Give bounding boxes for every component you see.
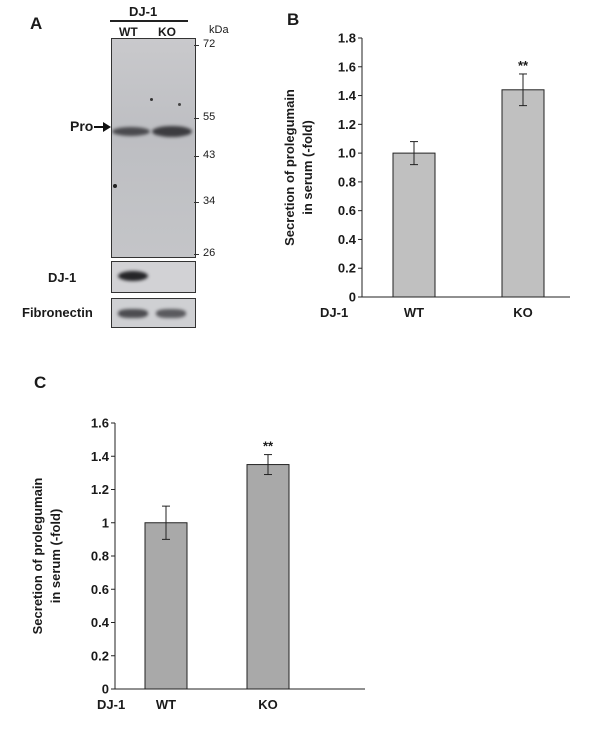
bar-ko: [501, 89, 545, 298]
y-tick-label: 1: [102, 515, 109, 530]
panel-b-letter: B: [287, 10, 300, 29]
x-category-label: WT: [156, 697, 176, 712]
y-tick-label: 1.6: [338, 59, 356, 74]
y-tick-label: 0: [349, 290, 356, 305]
panel-a-letter: A: [30, 14, 43, 33]
y-tick-label: 1.4: [338, 88, 357, 103]
lane-label-wt: WT: [119, 25, 138, 39]
chart-c-svg: Secretion of prolegumain in serum (-fold)…: [30, 416, 365, 712]
chart-b-svg: Secretion of prolegumain in serum (-fold)…: [282, 31, 570, 320]
y-tick-label: 1.0: [338, 146, 356, 161]
y-tick-label: 0.4: [338, 232, 357, 247]
blot-speck: [113, 184, 117, 188]
marker-label-72: 72: [203, 38, 216, 50]
marker-tick: [194, 156, 199, 157]
pro-band-label: Pro: [70, 118, 94, 134]
band-fibronectin-ko: [156, 309, 186, 318]
y-tick-label: 0.2: [91, 648, 109, 663]
marker-tick: [194, 254, 199, 255]
y-tick-label: 1.8: [338, 31, 356, 46]
x-category-label: WT: [404, 305, 424, 320]
y-tick-label: 1.6: [91, 416, 109, 431]
band-fibronectin-wt: [118, 309, 148, 318]
y-tick-label: 1.2: [338, 117, 356, 132]
strip-label-dj1: DJ-1: [48, 270, 77, 285]
blot-group-line: [110, 20, 188, 22]
band-ko-prolegumain: [152, 126, 192, 137]
y-tick-label: 0.8: [338, 174, 356, 189]
bar-wt: [144, 522, 188, 690]
y-tick-label: 0.8: [91, 549, 109, 564]
marker-label-26: 26: [203, 247, 216, 259]
y-tick-label: 0.6: [91, 582, 109, 597]
y-tick-label: 0: [102, 682, 109, 697]
y-tick-label: 1.4: [91, 449, 110, 464]
y-axis-label: Secretion of prolegumain: [30, 478, 45, 635]
blot-main-image: [111, 38, 196, 258]
bar-ko: [246, 464, 290, 690]
x-category-label: KO: [513, 305, 533, 320]
y-axis-label: in serum (-fold): [300, 120, 315, 215]
y-axis-label: Secretion of prolegumain: [282, 89, 297, 246]
strip-label-fibronectin: Fibronectin: [22, 305, 93, 320]
y-tick-label: 0.4: [91, 615, 110, 630]
blot-dj1-strip: [111, 261, 196, 293]
blot-speck: [178, 103, 181, 106]
marker-tick: [194, 118, 199, 119]
significance-label: **: [263, 439, 274, 454]
marker-tick: [194, 202, 199, 203]
marker-label-55: 55: [203, 111, 216, 123]
blot-speck: [150, 98, 153, 101]
kda-unit-label: kDa: [209, 24, 229, 36]
band-dj1-wt: [118, 271, 148, 281]
blot-fibronectin-strip: [111, 298, 196, 328]
significance-label: **: [518, 58, 529, 73]
y-axis-label: in serum (-fold): [48, 509, 63, 604]
lane-label-ko: KO: [158, 25, 176, 39]
y-tick-label: 0.2: [338, 261, 356, 276]
panel-c-letter: C: [34, 373, 47, 392]
y-tick-label: 1.2: [91, 482, 109, 497]
marker-label-34: 34: [203, 195, 216, 207]
y-tick-label: 0.6: [338, 203, 356, 218]
band-wt-prolegumain: [112, 127, 150, 136]
marker-label-43: 43: [203, 149, 216, 161]
blot-group-label: DJ-1: [129, 4, 158, 19]
pro-arrow-icon: [94, 122, 111, 132]
bar-wt: [392, 152, 436, 298]
marker-tick: [194, 45, 199, 46]
x-group-label: DJ-1: [97, 697, 125, 712]
x-category-label: KO: [258, 697, 278, 712]
x-group-label: DJ-1: [320, 305, 348, 320]
